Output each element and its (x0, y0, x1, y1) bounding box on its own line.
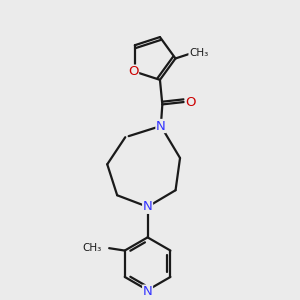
Text: O: O (185, 95, 196, 109)
Text: N: N (143, 285, 152, 298)
Text: N: N (156, 119, 166, 133)
Text: CH₃: CH₃ (189, 48, 208, 58)
Text: CH₃: CH₃ (82, 243, 102, 253)
Text: O: O (128, 65, 139, 78)
Text: N: N (143, 200, 152, 213)
